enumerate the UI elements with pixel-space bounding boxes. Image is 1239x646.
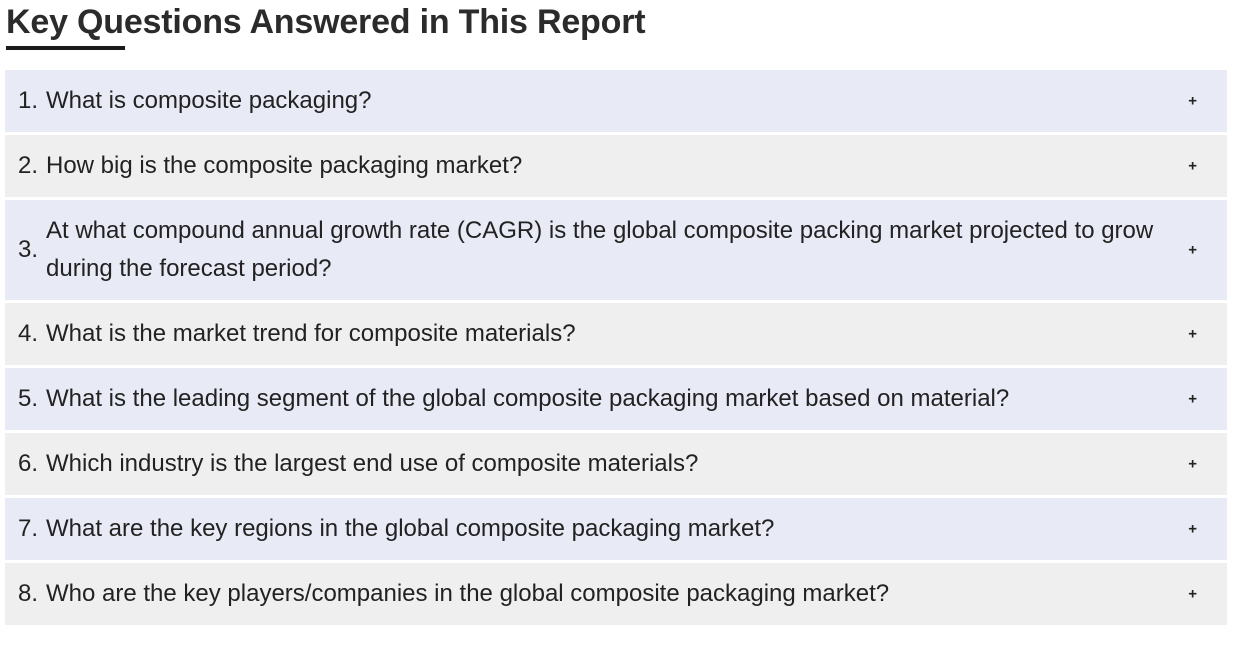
expand-plus-icon[interactable]: +	[1188, 520, 1197, 538]
faq-question: What is the leading segment of the globa…	[46, 385, 1010, 412]
expand-plus-icon[interactable]: +	[1188, 241, 1197, 259]
expand-plus-icon[interactable]: +	[1188, 455, 1197, 473]
faq-number: 4.	[18, 320, 39, 347]
faq-question: How big is the composite packaging marke…	[46, 152, 523, 179]
expand-plus-icon[interactable]: +	[1188, 325, 1197, 343]
faq-number: 3.	[18, 236, 39, 263]
faq-question: At what compound annual growth rate (CAG…	[46, 217, 1154, 282]
section-header: Key Questions Answered in This Report	[6, 0, 806, 56]
faq-number: 5.	[18, 385, 39, 412]
section-title: Key Questions Answered in This Report	[6, 3, 646, 41]
faq-item-4[interactable]: 4. What is the market trend for composit…	[5, 303, 1227, 365]
faq-list: 1. What is composite packaging? + 2. How…	[5, 70, 1227, 628]
faq-number: 6.	[18, 450, 39, 477]
faq-question: What are the key regions in the global c…	[46, 515, 775, 542]
expand-plus-icon[interactable]: +	[1188, 92, 1197, 110]
faq-question: Which industry is the largest end use of…	[46, 450, 699, 477]
faq-item-1[interactable]: 1. What is composite packaging? +	[5, 70, 1227, 132]
faq-question: What is the market trend for composite m…	[46, 320, 576, 347]
faq-question: Who are the key players/companies in the…	[46, 580, 890, 607]
expand-plus-icon[interactable]: +	[1188, 390, 1197, 408]
expand-plus-icon[interactable]: +	[1188, 585, 1197, 603]
faq-number: 1.	[18, 87, 39, 114]
faq-number: 2.	[18, 152, 39, 179]
faq-number: 7.	[18, 515, 39, 542]
expand-plus-icon[interactable]: +	[1188, 157, 1197, 175]
faq-item-2[interactable]: 2. How big is the composite packaging ma…	[5, 135, 1227, 197]
faq-item-8[interactable]: 8. Who are the key players/companies in …	[5, 563, 1227, 625]
faq-question: What is composite packaging?	[46, 87, 372, 114]
title-underline	[6, 46, 125, 50]
faq-item-6[interactable]: 6. Which industry is the largest end use…	[5, 433, 1227, 495]
faq-item-7[interactable]: 7. What are the key regions in the globa…	[5, 498, 1227, 560]
faq-number: 8.	[18, 580, 39, 607]
faq-item-5[interactable]: 5. What is the leading segment of the gl…	[5, 368, 1227, 430]
faq-item-3[interactable]: 3. At what compound annual growth rate (…	[5, 200, 1227, 300]
